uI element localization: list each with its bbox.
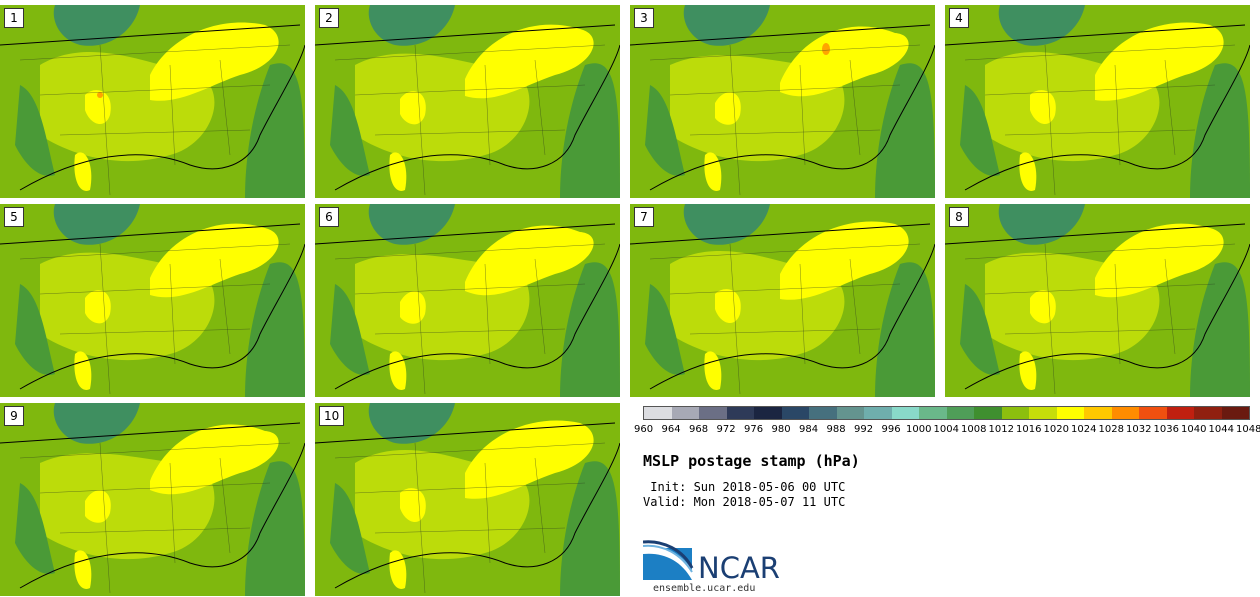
colorbar-tick-label: 1032 — [1126, 424, 1152, 435]
colorbar-tick-label: 968 — [689, 424, 709, 435]
member-label: 2 — [319, 8, 339, 28]
member-label: 1 — [4, 8, 24, 28]
ncar-logo-icon — [643, 540, 694, 580]
colorbar-swatch — [891, 407, 919, 419]
colorbar-swatch — [946, 407, 974, 419]
colorbar-tick-label: 980 — [771, 424, 791, 435]
colorbar-tick-label: 988 — [826, 424, 846, 435]
ensemble-member-10-map: 10 — [315, 403, 620, 596]
colorbar-swatch — [919, 407, 947, 419]
colorbar-swatch — [1221, 407, 1249, 419]
ensemble-member-8-map: 8 — [945, 204, 1250, 397]
member-label: 8 — [949, 207, 969, 227]
member-label: 7 — [634, 207, 654, 227]
mslp-field-map — [315, 5, 620, 198]
colorbar-swatch — [1194, 407, 1222, 419]
colorbar-tick-label: 964 — [661, 424, 681, 435]
colorbar-swatch — [1166, 407, 1194, 419]
colorbar-swatch — [1111, 407, 1139, 419]
colorbar-tick-label: 984 — [799, 424, 819, 435]
colorbar-swatch — [1001, 407, 1029, 419]
colorbar-tick-labels: 960 964 968 972 976 980 984 988 992 996 1000 1004 10… — [633, 424, 1260, 438]
mslp-field-map — [315, 204, 620, 397]
ensemble-member-4-map: 4 — [945, 5, 1250, 198]
ensemble-member-9-map: 9 — [0, 403, 305, 596]
colorbar-tick-label: 1016 — [1016, 424, 1042, 435]
ncar-logo-text: NCAR — [698, 551, 780, 585]
valid-time: Valid: Mon 2018-05-07 11 UTC — [643, 495, 846, 509]
colorbar-swatch — [726, 407, 754, 419]
colorbar-tick-label: 1044 — [1208, 424, 1234, 435]
mslp-field-map — [0, 5, 305, 198]
member-label: 5 — [4, 207, 24, 227]
colorbar-swatch — [699, 407, 727, 419]
mslp-field-map — [945, 204, 1250, 397]
colorbar-tick-label: 960 — [634, 424, 654, 435]
colorbar-tick-label: 996 — [881, 424, 901, 435]
colorbar-swatch — [781, 407, 809, 419]
colorbar-tick-label: 1004 — [933, 424, 959, 435]
mslp-field-map — [0, 204, 305, 397]
mslp-field-map — [945, 5, 1250, 198]
colorbar-swatch — [974, 407, 1002, 419]
colorbar-tick-label: 1000 — [906, 424, 932, 435]
colorbar-swatch — [1084, 407, 1112, 419]
ensemble-member-6-map: 6 — [315, 204, 620, 397]
member-label: 9 — [4, 406, 24, 426]
member-label: 4 — [949, 8, 969, 28]
member-label: 6 — [319, 207, 339, 227]
mslp-field-map — [630, 5, 935, 198]
colorbar-tick-label: 1008 — [961, 424, 987, 435]
colorbar-tick-label: 1024 — [1071, 424, 1097, 435]
colorbar-swatch — [864, 407, 892, 419]
member-label: 10 — [319, 406, 345, 426]
colorbar-swatch — [1139, 407, 1167, 419]
ensemble-member-5-map: 5 — [0, 204, 305, 397]
mslp-field-map — [0, 403, 305, 596]
colorbar-tick-label: 976 — [744, 424, 764, 435]
colorbar-tick-label: 1048 — [1236, 424, 1260, 435]
colorbar-tick-label: 1012 — [988, 424, 1014, 435]
member-label: 3 — [634, 8, 654, 28]
colorbar-swatch — [671, 407, 699, 419]
colorbar-swatch — [644, 407, 672, 419]
colorbar-tick-label: 992 — [854, 424, 874, 435]
colorbar-tick-label: 1020 — [1043, 424, 1069, 435]
ensemble-member-3-map: 3 — [630, 5, 935, 198]
mslp-field-map — [315, 403, 620, 596]
chart-title: MSLP postage stamp (hPa) — [643, 452, 860, 470]
colorbar-swatch — [1029, 407, 1057, 419]
ensemble-member-2-map: 2 — [315, 5, 620, 198]
colorbar-tick-label: 1028 — [1098, 424, 1124, 435]
colorbar-swatch — [809, 407, 837, 419]
ensemble-member-1-map: 1 — [0, 5, 305, 198]
pressure-colorbar — [643, 406, 1250, 420]
init-time: Init: Sun 2018-05-06 00 UTC — [643, 480, 846, 494]
colorbar-tick-label: 1040 — [1181, 424, 1207, 435]
mslp-field-map — [630, 204, 935, 397]
colorbar-swatch — [836, 407, 864, 419]
colorbar-tick-label: 972 — [716, 424, 736, 435]
colorbar-tick-label: 1036 — [1153, 424, 1179, 435]
colorbar-swatch — [754, 407, 782, 419]
ensemble-member-7-map: 7 — [630, 204, 935, 397]
website-link[interactable]: ensemble.ucar.edu — [653, 583, 756, 594]
colorbar-swatch — [1056, 407, 1084, 419]
